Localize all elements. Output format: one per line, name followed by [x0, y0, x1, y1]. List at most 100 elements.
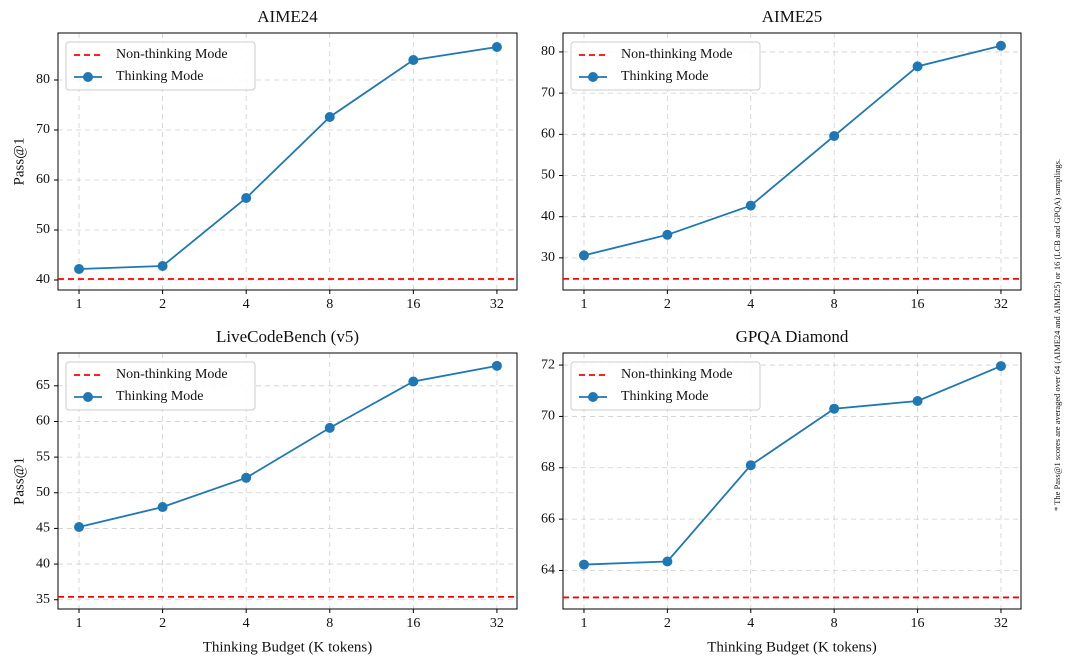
plot-frame — [562, 352, 1022, 610]
x-tick-label: 2 — [664, 297, 671, 312]
y-tick-label: 50 — [36, 485, 50, 500]
subplot: 30 40 50 60 70 80 1 2 4 8 16 32 AIME25 Non-thinking M… — [541, 7, 1022, 312]
y-tick-label: 65 — [36, 378, 50, 393]
x-tick-label: 1 — [76, 297, 83, 312]
y-tick-label: 70 — [541, 409, 555, 424]
y-tick-label: 80 — [36, 72, 50, 87]
legend-marker — [83, 72, 93, 82]
data-point — [745, 460, 756, 471]
subplot-title: AIME24 — [257, 7, 318, 26]
y-tick-label: 64 — [541, 563, 555, 578]
y-tick-label: 60 — [36, 414, 50, 429]
plot-frame — [57, 32, 518, 291]
legend-marker — [83, 392, 93, 402]
subplot-title: LiveCodeBench (v5) — [216, 327, 359, 346]
x-tick-label: 4 — [243, 297, 250, 312]
x-tick-label: 4 — [747, 616, 754, 631]
data-line — [78, 364, 498, 528]
data-point — [491, 360, 502, 371]
legend-label: Thinking Mode — [621, 389, 709, 404]
legend-box — [65, 41, 256, 91]
x-tick-label: 1 — [580, 297, 587, 312]
y-tick-label: 60 — [541, 127, 555, 142]
y-tick-label: 70 — [541, 85, 555, 100]
data-point — [157, 502, 168, 513]
x-tick-label: 16 — [406, 297, 420, 312]
data-point — [241, 193, 252, 203]
y-tick-label: 50 — [36, 222, 50, 237]
data-point — [745, 200, 756, 211]
y-tick-label: 70 — [36, 122, 50, 137]
x-axis-label: Thinking Budget (K tokens) — [203, 639, 373, 655]
subplot: 64 66 68 70 72 1 2 4 8 16 32 GPQA Diamond Thinking B… — [541, 327, 1022, 655]
data-point — [662, 556, 673, 567]
x-tick-label: 32 — [994, 297, 1008, 312]
data-point — [491, 42, 502, 52]
y-tick-label: 60 — [36, 172, 50, 187]
footnote: * The Pass@1 scores are averaged over 64… — [1052, 159, 1062, 511]
x-tick-label: 1 — [76, 616, 83, 631]
data-point — [995, 361, 1006, 372]
data-point — [324, 112, 335, 122]
x-tick-label: 8 — [831, 297, 838, 312]
data-point — [241, 472, 252, 483]
y-tick-label: 30 — [541, 250, 555, 265]
y-axis-label: Pass@1 — [11, 138, 27, 186]
legend-label: Non-thinking Mode — [116, 367, 228, 382]
y-tick-label: 50 — [541, 168, 555, 183]
x-tick-label: 2 — [159, 616, 166, 631]
subplot-title: AIME25 — [762, 7, 822, 26]
x-tick-label: 4 — [747, 297, 754, 312]
legend-marker — [588, 72, 598, 82]
legend-label: Non-thinking Mode — [621, 367, 733, 382]
x-tick-label: 16 — [911, 616, 925, 631]
data-point — [912, 61, 923, 72]
y-tick-label: 45 — [36, 521, 50, 536]
legend-label: Thinking Mode — [116, 69, 204, 84]
plot-frame — [57, 352, 518, 610]
plot-frame — [562, 32, 1022, 291]
y-tick-label: 68 — [541, 460, 555, 475]
x-tick-label: 1 — [580, 616, 587, 631]
subplot-title: GPQA Diamond — [736, 327, 849, 346]
subplot: 35 40 45 50 55 60 65 1 2 4 8 16 32 LiveCodeBench (v5)… — [11, 327, 518, 655]
data-point — [408, 376, 419, 387]
data-point — [995, 40, 1006, 51]
data-point — [74, 264, 85, 274]
data-point — [157, 261, 168, 271]
data-point — [578, 559, 589, 570]
y-tick-label: 40 — [541, 209, 555, 224]
data-point — [408, 55, 419, 65]
data-point — [74, 521, 85, 532]
data-line — [583, 365, 1002, 566]
x-tick-label: 8 — [831, 616, 838, 631]
legend-box — [570, 361, 761, 411]
data-point — [324, 422, 335, 433]
x-tick-label: 32 — [490, 616, 504, 631]
x-tick-label: 8 — [326, 616, 333, 631]
x-tick-label: 32 — [490, 297, 504, 312]
y-tick-label: 72 — [541, 357, 555, 372]
data-point — [912, 396, 923, 407]
x-tick-label: 16 — [406, 616, 420, 631]
x-tick-label: 32 — [994, 616, 1008, 631]
y-tick-label: 80 — [541, 44, 555, 59]
legend-box — [65, 361, 256, 411]
data-point — [829, 130, 840, 141]
y-tick-label: 66 — [541, 511, 555, 526]
y-axis-label: Pass@1 — [11, 457, 27, 505]
y-tick-label: 35 — [36, 592, 50, 607]
x-tick-label: 2 — [159, 297, 166, 312]
data-point — [578, 250, 589, 261]
x-axis-label: Thinking Budget (K tokens) — [707, 639, 877, 655]
x-tick-label: 8 — [326, 297, 333, 312]
y-tick-label: 40 — [36, 272, 50, 287]
y-tick-label: 40 — [36, 556, 50, 571]
subplot: 40 50 60 70 80 1 2 4 8 16 32 AIME24 Pass@1 Non-thinki… — [11, 7, 518, 312]
data-line — [78, 46, 498, 270]
x-tick-label: 2 — [664, 616, 671, 631]
legend-marker — [588, 392, 598, 402]
data-point — [829, 403, 840, 414]
x-tick-label: 16 — [911, 297, 925, 312]
